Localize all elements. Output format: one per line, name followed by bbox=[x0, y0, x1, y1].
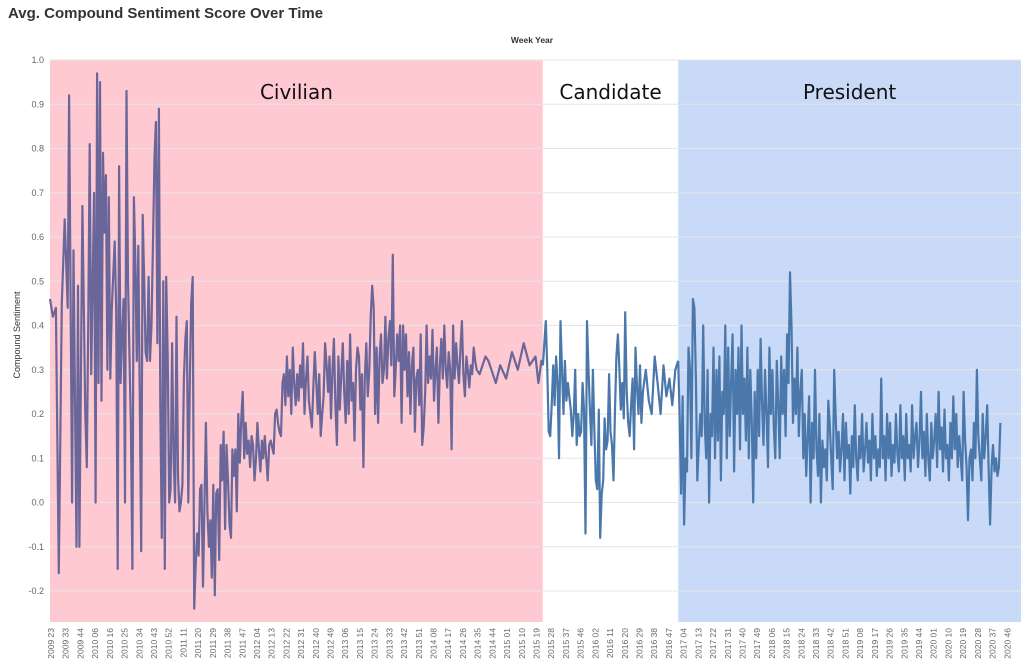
x-tick-label: 2017 49 bbox=[752, 628, 762, 659]
x-tick-label: 2020 01 bbox=[929, 628, 939, 659]
x-tick-label: 2011 11 bbox=[178, 628, 188, 658]
y-tick-label: -0.2 bbox=[28, 586, 44, 596]
x-tick-label: 2019 17 bbox=[870, 628, 880, 659]
y-tick-label: 0.0 bbox=[31, 498, 44, 508]
x-tick-label: 2017 04 bbox=[679, 628, 689, 659]
series-line-3 bbox=[677, 271, 1002, 526]
x-tick-label: 2015 46 bbox=[576, 628, 586, 659]
x-tick-label: 2011 38 bbox=[223, 628, 233, 658]
x-tick-label: 2015 37 bbox=[561, 628, 571, 659]
y-tick-label: -0.1 bbox=[28, 542, 44, 552]
x-tick-label: 2014 44 bbox=[487, 628, 497, 659]
x-tick-label: 2019 08 bbox=[855, 628, 865, 659]
x-tick-label: 2015 19 bbox=[532, 628, 542, 659]
region-bands bbox=[50, 60, 1021, 622]
chart-title: Avg. Compound Sentiment Score Over Time bbox=[8, 5, 324, 22]
x-tick-label: 2017 31 bbox=[723, 628, 733, 659]
x-tick-label: 2013 15 bbox=[355, 628, 365, 659]
x-tick-label: 2020 19 bbox=[958, 628, 968, 659]
y-tick-label: 0.2 bbox=[31, 409, 44, 419]
x-tick-label: 2011 47 bbox=[237, 628, 247, 658]
x-tick-label: 2014 08 bbox=[429, 628, 439, 659]
gridlines bbox=[50, 59, 1021, 592]
x-tick-label: 2015 10 bbox=[517, 628, 527, 659]
y-tick-label: 0.1 bbox=[31, 453, 44, 463]
x-tick-label: 2016 38 bbox=[649, 628, 659, 659]
x-tick-label: 2018 15 bbox=[782, 628, 792, 659]
region-labels: Civilian Candidate President bbox=[260, 80, 896, 104]
x-tick-label: 2018 24 bbox=[796, 628, 806, 659]
x-tick-label: 2013 06 bbox=[340, 628, 350, 659]
x-tick-label: 2010 52 bbox=[164, 628, 174, 659]
x-tick-label: 2015 01 bbox=[502, 628, 512, 659]
region-band-president bbox=[678, 60, 1021, 622]
x-tick-label: 2012 13 bbox=[267, 628, 277, 659]
x-tick-label: 2015 28 bbox=[546, 628, 556, 659]
y-tick-label: 0.3 bbox=[31, 365, 44, 375]
series-line-1 bbox=[48, 72, 544, 610]
x-tick-label: 2016 29 bbox=[634, 628, 644, 659]
series-line-2 bbox=[541, 311, 680, 539]
x-tick-label: 2012 04 bbox=[252, 628, 262, 659]
x-tick-label: 2012 49 bbox=[326, 628, 336, 659]
region-label-civilian: Civilian bbox=[260, 80, 333, 104]
y-tick-label: 0.8 bbox=[31, 144, 44, 154]
y-tick-label: 0.6 bbox=[31, 232, 44, 242]
x-tick-label: 2014 26 bbox=[458, 628, 468, 659]
x-tick-label: 2020 37 bbox=[988, 628, 998, 659]
x-tick-label: 2013 51 bbox=[414, 628, 424, 659]
y-tick-label: 0.5 bbox=[31, 276, 44, 286]
y-tick-label: 1.0 bbox=[31, 55, 44, 65]
x-tick-label: 2014 17 bbox=[443, 628, 453, 659]
x-tick-label: 2009 44 bbox=[75, 628, 85, 659]
x-tick-label: 2019 44 bbox=[914, 628, 924, 659]
x-tick-label: 2018 33 bbox=[811, 628, 821, 659]
y-tick-label: 0.9 bbox=[31, 99, 44, 109]
x-tick-label: 2010 06 bbox=[90, 628, 100, 659]
x-tick-label: 2016 20 bbox=[620, 628, 630, 659]
x-tick-label: 2010 25 bbox=[120, 628, 130, 659]
x-tick-label: 2020 46 bbox=[1002, 628, 1012, 659]
x-tick-label: 2013 24 bbox=[370, 628, 380, 659]
x-tick-label: 2009 33 bbox=[61, 628, 71, 659]
x-axis-label: Week Year bbox=[511, 35, 554, 45]
x-tick-label: 2010 34 bbox=[134, 628, 144, 659]
x-tick-label: 2020 10 bbox=[943, 628, 953, 659]
x-tick-label: 2012 22 bbox=[281, 628, 291, 659]
x-tick-label: 2012 31 bbox=[296, 628, 306, 659]
x-tick-label: 2018 42 bbox=[826, 628, 836, 659]
x-tick-label: 2017 40 bbox=[737, 628, 747, 659]
x-tick-label: 2018 51 bbox=[840, 628, 850, 659]
y-tick-label: 0.7 bbox=[31, 188, 44, 198]
x-tick-label: 2018 06 bbox=[767, 628, 777, 659]
x-tick-label: 2012 40 bbox=[311, 628, 321, 659]
x-tick-label: 2019 35 bbox=[899, 628, 909, 659]
x-tick-label: 2011 29 bbox=[208, 628, 218, 658]
x-tick-label: 2011 20 bbox=[193, 628, 203, 658]
x-tick-label: 2010 16 bbox=[105, 628, 115, 659]
x-tick-label: 2016 02 bbox=[590, 628, 600, 659]
x-tick-label: 2010 43 bbox=[149, 628, 159, 659]
series-lines bbox=[48, 72, 1002, 610]
y-axis-ticks: 1.0 0.9 0.8 0.7 0.6 0.5 0.4 0.3 0.2 0.1 0.0 -0.1 -0.… bbox=[28, 55, 44, 596]
region-band-candidate bbox=[542, 60, 679, 622]
x-tick-label: 2009 23 bbox=[46, 628, 56, 659]
x-tick-label: 2013 33 bbox=[384, 628, 394, 659]
x-tick-label: 2019 26 bbox=[885, 628, 895, 659]
x-tick-label: 2016 47 bbox=[664, 628, 674, 659]
y-axis-label: Compound Sentiment bbox=[12, 291, 22, 379]
x-tick-label: 2013 42 bbox=[399, 628, 409, 659]
x-tick-label: 2020 28 bbox=[973, 628, 983, 659]
x-tick-label: 2017 13 bbox=[693, 628, 703, 659]
x-axis-ticks: 2009 23 2009 33 2009 44 2010 06 2010 16 2010 … bbox=[46, 628, 1012, 659]
x-tick-label: 2017 22 bbox=[708, 628, 718, 659]
x-tick-label: 2014 35 bbox=[473, 628, 483, 659]
y-tick-label: 0.4 bbox=[31, 321, 44, 331]
region-label-president: President bbox=[803, 80, 896, 104]
x-tick-label: 2016 11 bbox=[605, 628, 615, 658]
region-label-candidate: Candidate bbox=[559, 80, 661, 104]
